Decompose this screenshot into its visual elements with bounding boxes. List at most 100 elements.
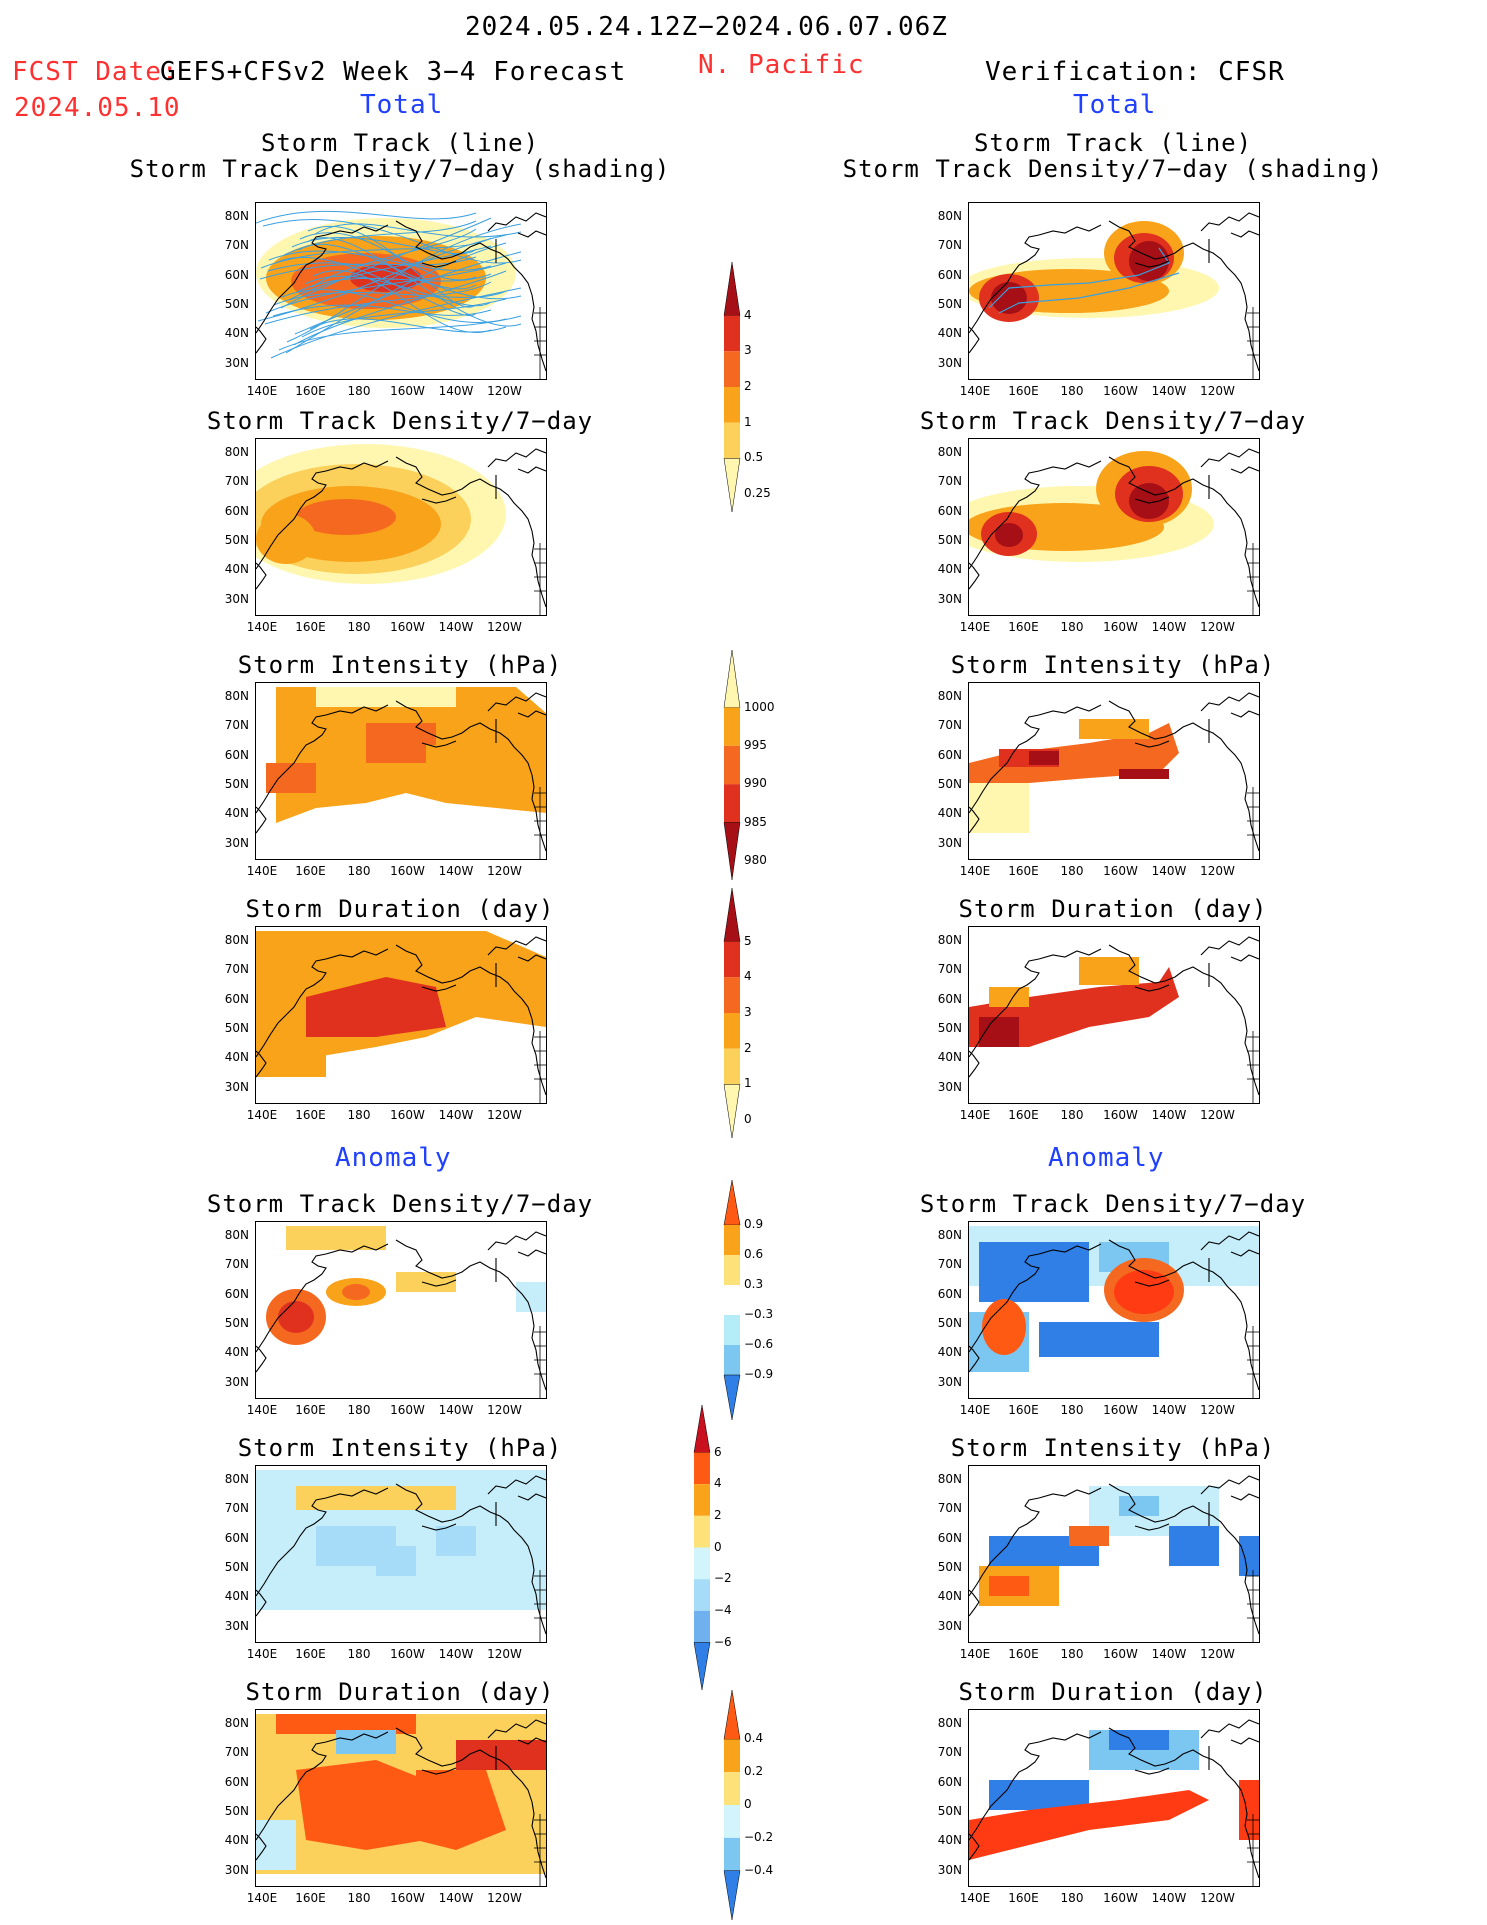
lon-tick-label: 120W: [1200, 864, 1235, 878]
lat-tick-label: 50N: [937, 1803, 962, 1818]
coastline: [969, 692, 1259, 859]
field-cell: [1239, 1536, 1259, 1576]
arctic-coast: [487, 936, 546, 956]
lon-tick-label: 180: [1060, 384, 1084, 398]
lat-tick-label: 30N: [937, 835, 962, 850]
japan-coast: [256, 806, 267, 834]
colorbar-segment: [724, 351, 740, 387]
lon-tick-label: 120W: [487, 384, 522, 398]
colorbar-density-label: 3: [744, 343, 752, 358]
colorbar-intensity-label: 980: [744, 852, 767, 867]
field-cell: [406, 723, 436, 745]
colorbar-bottom-arrow: [693, 1642, 711, 1690]
coastline: [256, 1719, 546, 1886]
colorbar-duration-label: 3: [744, 1005, 752, 1019]
field-cell: [979, 1017, 1019, 1047]
storm-tracks: [256, 210, 522, 359]
panel-title-right-0: Storm Track (line) Storm Track Density/7…: [842, 129, 1384, 183]
siberia-coast: [325, 460, 389, 472]
lon-tick-label: 120W: [1200, 1108, 1235, 1122]
alaska-coast: [395, 1239, 533, 1315]
map-panel-density_anom_verif: [968, 1221, 1260, 1399]
colorbar-duration_anom-label: 0.2: [744, 1764, 764, 1779]
storm-track-line: [288, 245, 492, 301]
field-blob: [342, 1284, 370, 1300]
map-field-svg: [969, 936, 1259, 1103]
lon-tick-label: 140W: [438, 384, 474, 398]
field-cell: [286, 1226, 386, 1250]
colorbar-segment: [694, 1579, 710, 1611]
colorbar-segment: [724, 1285, 740, 1315]
arctic-coast: [487, 1231, 546, 1251]
alaska-coast: [395, 1727, 533, 1803]
lon-tick-label: 160E: [1008, 864, 1039, 878]
lon-tick-label: 160W: [390, 1891, 425, 1905]
lat-tick-label: 50N: [937, 1315, 962, 1330]
asia-coast: [256, 1253, 327, 1353]
asia-coast: [969, 1741, 1040, 1841]
date-range: 2024.05.24.12Z−2024.06.07.06Z: [465, 12, 948, 42]
colorbar-density-label: 0.25: [744, 486, 771, 501]
colorbar-segment: [724, 977, 740, 1013]
alaska-coast: [395, 220, 533, 296]
map-field-svg: [256, 1470, 546, 1642]
colorbar-density: [723, 262, 741, 512]
map-panel-intensity_anom_forecast: [255, 1465, 547, 1643]
lon-tick-label: 140E: [959, 620, 991, 634]
lon-tick-label: 140W: [1151, 1108, 1187, 1122]
lat-tick-label: 80N: [224, 689, 249, 703]
colorbar-segment: [724, 784, 740, 823]
lon-tick-label: 140E: [959, 1891, 991, 1905]
lon-tick-label: 160W: [390, 620, 425, 634]
na-west-coast: [1244, 1018, 1259, 1096]
field-cell: [1039, 1322, 1159, 1357]
lon-tick-label: 140E: [959, 384, 991, 398]
lon-tick-label: 160W: [1103, 384, 1138, 398]
colorbar-segment: [724, 1837, 740, 1871]
arctic-islands: [1230, 1737, 1259, 1745]
lat-tick-label: 60N: [224, 503, 249, 518]
na-west-coast: [1244, 1313, 1259, 1391]
lat-tick-label: 80N: [937, 1716, 962, 1730]
colorbar-density_anom-label: 0.6: [744, 1247, 764, 1261]
na-west-coast: [531, 294, 546, 372]
lon-tick-label: 140W: [438, 1403, 474, 1417]
colorbar-segment: [724, 1255, 740, 1285]
colorbar-intensity_anom-label: 0: [714, 1539, 722, 1554]
colorbar-duration-label: 2: [744, 1040, 752, 1055]
lon-tick-label: 160E: [295, 620, 326, 634]
state-borders: [534, 1814, 546, 1886]
arctic-coast: [1200, 1475, 1259, 1495]
map-field-svg: [256, 687, 546, 859]
colorbar-top-arrow: [723, 888, 741, 942]
panel-title-left-3: Storm Duration (day): [245, 895, 555, 923]
lat-tick-label: 50N: [224, 532, 249, 547]
field-cell: [1169, 1526, 1219, 1566]
aleutians: [421, 496, 457, 504]
field-cell: [979, 1242, 1089, 1302]
map-panel-duration_anom_forecast: [255, 1709, 547, 1887]
coastline: [969, 212, 1259, 379]
state-borders: [1247, 787, 1259, 859]
aleutians: [1134, 260, 1170, 268]
colorbar-top-arrow: [723, 262, 741, 316]
field-cell: [1109, 1730, 1169, 1750]
lat-tick-label: 70N: [937, 238, 962, 253]
colorbar-density-label: 0.5: [744, 450, 764, 465]
colorbar-segment: [724, 745, 740, 785]
japan-coast: [969, 1345, 980, 1373]
lon-tick-label: 160E: [295, 1647, 326, 1661]
lat-tick-label: 70N: [937, 474, 962, 489]
lon-tick-label: 140E: [959, 864, 991, 878]
siberia-coast: [325, 948, 389, 960]
alaska-coast: [1108, 1483, 1246, 1559]
aleutians: [421, 984, 457, 992]
lon-tick-label: 160E: [1008, 1108, 1039, 1122]
lon-tick-label: 140W: [438, 1891, 474, 1905]
colorbar-intensity-label: 1000: [744, 699, 775, 714]
lat-tick-label: 30N: [937, 355, 962, 370]
lon-tick-label: 160E: [295, 1403, 326, 1417]
storm-track-line: [998, 272, 1180, 314]
asia-coast: [256, 234, 327, 334]
panel-title-left-6: Storm Duration (day): [245, 1678, 555, 1706]
